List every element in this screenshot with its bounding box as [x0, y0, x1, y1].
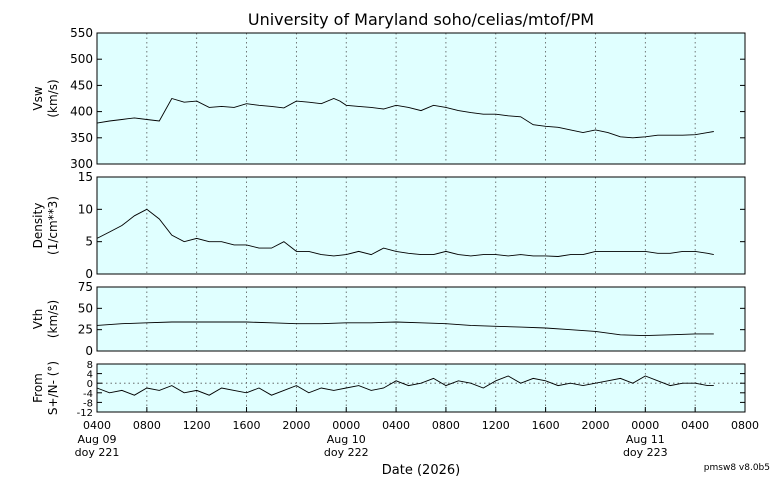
y-tick-label: 400: [70, 105, 93, 119]
y-tick-label: 0: [85, 344, 93, 358]
y-axis-label: FromS+/N- (°): [31, 361, 60, 415]
y-tick-label: -4: [83, 389, 93, 400]
y-tick-label: 350: [70, 131, 93, 145]
series-line: [96, 97, 714, 139]
y-axis-label-line: (1/cm**3): [46, 196, 60, 255]
y-tick-label: -12: [77, 408, 93, 419]
panel-frame: [96, 32, 746, 165]
chart-title: University of Maryland soho/celias/mtof/…: [248, 10, 594, 29]
x-tick-label: 0000: [332, 419, 360, 432]
y-tick-label: 15: [78, 170, 93, 184]
y-tick-label: 10: [78, 202, 93, 216]
x-doy-label: doy 222: [324, 446, 369, 459]
y-axis-label-line: Vth: [31, 309, 45, 330]
x-tick-label: 1600: [532, 419, 560, 432]
y-axis-label-line: Density: [31, 203, 45, 249]
y-tick-label: 550: [70, 26, 93, 40]
x-tick-label: 0400: [83, 419, 111, 432]
panel-frame: [96, 363, 746, 413]
y-axis-label-line: Vsw: [31, 86, 45, 110]
y-axis-label: Vsw(km/s): [31, 79, 60, 117]
x-date-label: Aug 09: [78, 433, 117, 446]
panel-background: [97, 177, 745, 274]
panel-2: 0 5 10 15 Density(1/cm**3): [31, 170, 746, 281]
panel-3: 0 25 50 75 Vth(km/s): [31, 280, 746, 358]
y-tick-label: 4: [87, 370, 93, 381]
y-axis-label: Density(1/cm**3): [31, 196, 60, 255]
y-axis-label: Vth(km/s): [31, 300, 60, 338]
y-axis-label-line: S+/N- (°): [46, 361, 60, 415]
y-tick-label: 50: [78, 301, 93, 315]
x-doy-label: doy 223: [623, 446, 668, 459]
panel-background: [97, 33, 745, 164]
panel-frame: [96, 286, 746, 352]
version-label: pmsw8 v8.0b5: [704, 463, 770, 473]
x-tick-label: 0000: [631, 419, 659, 432]
series-line: [96, 375, 714, 396]
x-tick-label: 0400: [681, 419, 709, 432]
y-axis-label-line: (km/s): [46, 79, 60, 117]
x-tick-label: 0400: [382, 419, 410, 432]
panel-1: 300 350 400 450 500 550 Vsw(km/s): [31, 26, 746, 171]
x-tick-label: 1200: [183, 419, 211, 432]
y-tick-label: 8: [87, 360, 93, 371]
panel-background: [97, 287, 745, 351]
panels-group: 300350400450500550Vsw(km/s)051015Density…: [31, 26, 746, 419]
y-tick-label: 0: [85, 267, 93, 281]
series-line: [96, 321, 714, 337]
x-date-label: Aug 11: [626, 433, 665, 446]
x-tick-label: 0800: [432, 419, 460, 432]
x-axis-label: Date (2026): [382, 463, 460, 478]
y-tick-label: 500: [70, 52, 93, 66]
y-tick-label: -8: [83, 398, 93, 409]
y-tick-label: 0: [87, 379, 93, 390]
panel-frame: [96, 176, 746, 275]
x-tick-label: 0800: [133, 419, 161, 432]
x-tick-label: 1200: [482, 419, 510, 432]
series-line: [96, 208, 714, 257]
x-tick-label: 0800: [731, 419, 759, 432]
x-tick-label: 2000: [282, 419, 310, 432]
x-tick-label: 1600: [233, 419, 261, 432]
panel-background: [97, 364, 745, 412]
y-axis-label-line: (km/s): [46, 300, 60, 338]
y-tick-label: 5: [85, 235, 93, 249]
y-axis-label-line: From: [31, 373, 45, 403]
y-tick-label: 75: [78, 280, 93, 294]
x-date-label: Aug 10: [327, 433, 366, 446]
x-tick-label: 2000: [581, 419, 609, 432]
x-doy-label: doy 221: [75, 446, 120, 459]
y-tick-label: 450: [70, 78, 93, 92]
y-tick-label: 25: [78, 323, 93, 337]
y-tick-label: 300: [70, 157, 93, 171]
